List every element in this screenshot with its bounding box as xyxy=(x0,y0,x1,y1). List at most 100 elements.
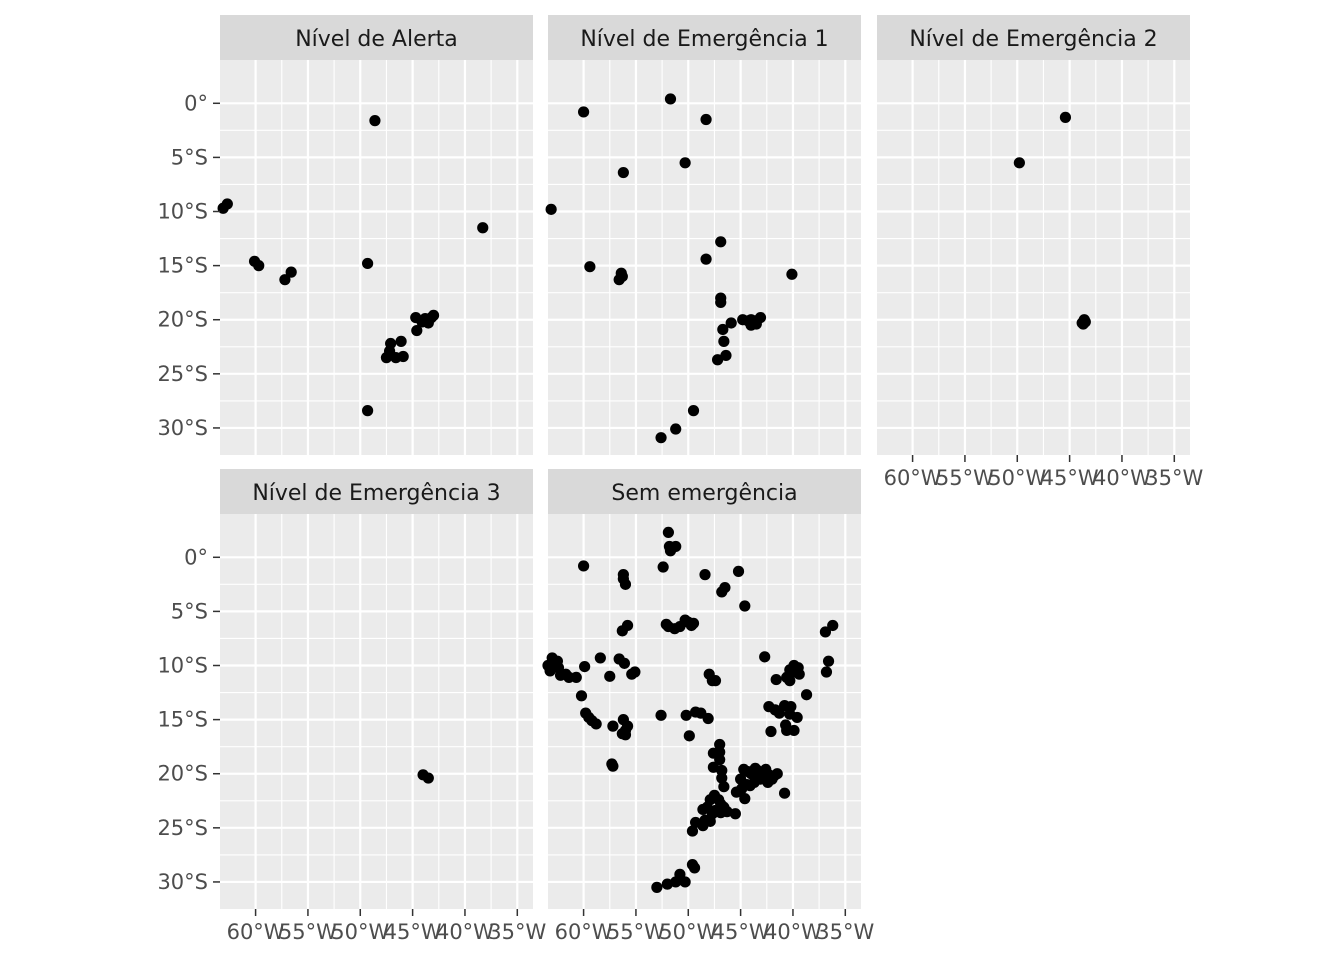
data-point xyxy=(651,881,663,893)
data-point xyxy=(687,405,700,417)
x-tick-label: 35°W xyxy=(1145,466,1203,490)
data-point xyxy=(253,260,265,272)
data-point xyxy=(690,816,702,829)
data-point xyxy=(604,670,616,682)
x-tick-label: 55°W xyxy=(607,920,665,944)
x-tick-label: 50°W xyxy=(331,920,389,944)
data-point xyxy=(739,600,751,612)
facet-panel: Nível de Alerta 0° 5°S 10°S 15°S 20°S 25°S 30°S xyxy=(157,15,533,455)
facet-label: Nível de Emergência 2 xyxy=(909,27,1157,52)
data-point xyxy=(822,655,835,667)
data-point xyxy=(700,253,712,265)
data-point xyxy=(686,825,699,837)
data-point xyxy=(732,565,745,577)
facet-panel: Sem emergência 60°W55°W50°W45°W40°W35°W xyxy=(542,469,875,944)
data-point xyxy=(397,350,409,363)
data-point xyxy=(688,862,701,874)
x-tick-label: 60°W xyxy=(555,920,613,944)
data-point xyxy=(655,709,667,721)
data-point xyxy=(657,561,669,573)
data-point xyxy=(545,203,557,215)
y-tick-label: 30°S xyxy=(157,416,208,440)
facet-strip xyxy=(548,469,861,514)
data-point xyxy=(607,720,619,732)
data-point xyxy=(711,354,724,366)
data-point xyxy=(715,296,727,309)
y-tick-label: 30°S xyxy=(157,870,208,894)
data-point xyxy=(285,266,297,278)
data-point xyxy=(395,335,407,347)
data-point xyxy=(369,115,381,127)
data-point xyxy=(362,405,374,417)
data-point xyxy=(619,578,632,590)
y-tick-label: 10°S xyxy=(157,654,208,678)
data-point xyxy=(362,257,374,270)
x-tick-label: 45°W xyxy=(1041,466,1099,490)
data-point xyxy=(697,803,709,816)
facet-label: Nível de Emergência 1 xyxy=(580,27,828,52)
data-point xyxy=(618,657,631,669)
x-tick-label: 35°W xyxy=(816,920,874,944)
data-point xyxy=(477,222,489,234)
data-point xyxy=(661,878,673,890)
data-point xyxy=(784,675,796,687)
data-point xyxy=(679,876,691,888)
data-point xyxy=(662,526,674,538)
data-point xyxy=(718,781,730,793)
data-point xyxy=(617,166,629,179)
y-tick-label: 20°S xyxy=(157,762,208,786)
data-point xyxy=(730,786,743,798)
data-point xyxy=(765,725,777,738)
x-tick-label: 40°W xyxy=(436,920,494,944)
data-point xyxy=(720,349,732,362)
data-point xyxy=(800,689,813,701)
data-point xyxy=(621,619,634,632)
data-point xyxy=(784,708,796,720)
data-point xyxy=(619,729,632,741)
data-point xyxy=(590,718,602,730)
data-point xyxy=(221,198,233,210)
y-tick-label: 0° xyxy=(184,545,208,569)
data-point xyxy=(700,113,712,126)
data-point xyxy=(778,787,791,799)
data-point xyxy=(664,545,677,557)
x-tick-label: 35°W xyxy=(488,920,546,944)
data-point xyxy=(1059,111,1072,123)
data-point xyxy=(702,712,714,725)
x-tick-label: 55°W xyxy=(279,920,337,944)
data-point xyxy=(718,335,730,347)
x-tick-label: 60°W xyxy=(884,466,942,490)
data-point xyxy=(714,754,726,766)
data-point xyxy=(629,666,641,678)
data-point xyxy=(819,626,832,638)
x-tick-label: 50°W xyxy=(988,466,1046,490)
facet-strip xyxy=(220,469,533,514)
x-tick-label: 40°W xyxy=(764,920,822,944)
data-point xyxy=(655,432,667,444)
y-tick-label: 5°S xyxy=(171,145,208,169)
data-point xyxy=(771,768,783,780)
facet-strip xyxy=(877,15,1190,60)
y-tick-label: 25°S xyxy=(157,362,208,386)
data-point xyxy=(717,323,729,336)
data-point xyxy=(1077,318,1089,330)
data-point xyxy=(745,319,757,331)
data-point xyxy=(709,675,722,687)
facet-strip xyxy=(220,15,533,60)
data-point xyxy=(781,724,793,737)
facet-panel: Nível de Emergência 3 0° 5°S 10°S 15°S 20°S 25… xyxy=(157,469,547,944)
panel-background xyxy=(877,60,1190,455)
data-point xyxy=(754,311,767,324)
facet-label: Nível de Alerta xyxy=(295,27,458,52)
data-point xyxy=(613,274,625,286)
data-point xyxy=(770,673,782,686)
data-point xyxy=(577,560,590,572)
x-tick-label: 55°W xyxy=(936,466,994,490)
data-point xyxy=(579,660,591,673)
data-point xyxy=(575,690,588,702)
data-point xyxy=(687,617,700,629)
panel-background xyxy=(220,514,533,909)
data-point xyxy=(279,274,291,286)
data-point xyxy=(716,772,728,784)
